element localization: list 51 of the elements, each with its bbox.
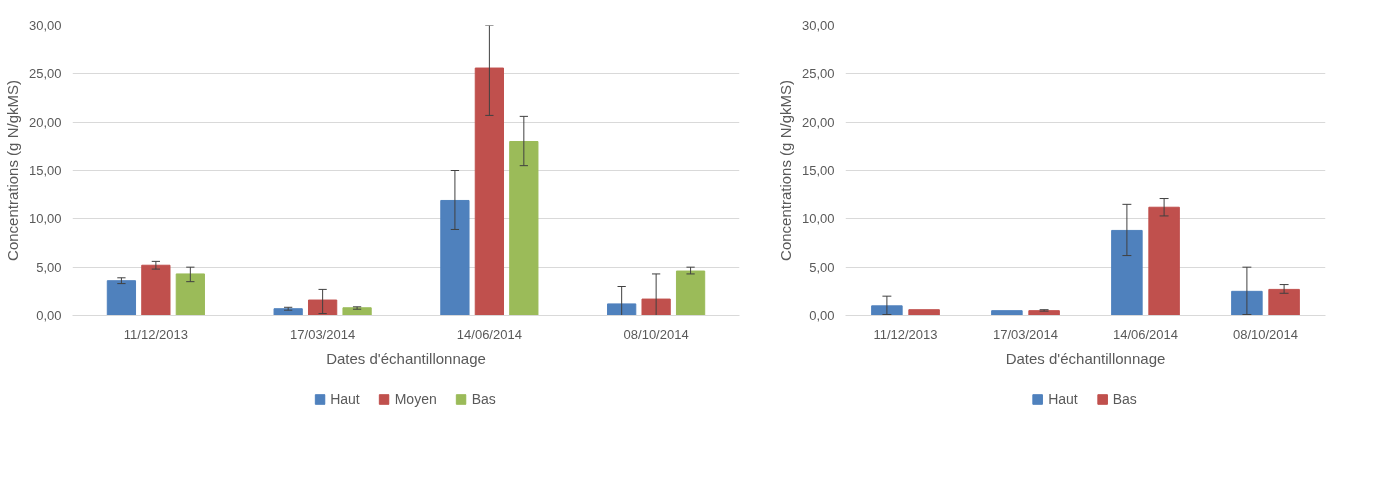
x-tick-label: 17/03/2014 [992, 326, 1059, 342]
x-axis-title: Dates d'échantillonnage [326, 349, 486, 367]
y-tick-label: 10,00 [28, 211, 62, 227]
y-axis-title: Concentrations (g N/gkMS) [3, 80, 21, 261]
x-tick-label: 08/10/2014 [623, 326, 689, 342]
y-tick-label: 20,00 [801, 114, 835, 130]
bar [308, 299, 338, 316]
x-tick-label: 17/03/2014 [290, 326, 356, 342]
x-tick-label: 11/12/2013 [123, 326, 188, 342]
x-tick-label: 08/10/2014 [1232, 326, 1299, 342]
y-tick-label: 15,00 [801, 163, 835, 178]
y-tick-label: 0,00 [36, 308, 62, 323]
legend-label: Bas [471, 391, 496, 407]
y-tick-label: 10,00 [801, 211, 835, 227]
y-tick-label: 30,00 [28, 18, 62, 33]
x-tick-label: 14/06/2014 [456, 326, 522, 342]
y-tick-label: 25,00 [28, 66, 62, 82]
bar [991, 310, 1023, 316]
x-tick-label: 11/12/2013 [873, 326, 938, 342]
bar [509, 141, 539, 316]
y-tick-label: 15,00 [28, 163, 62, 178]
bar [474, 67, 504, 316]
bar [1148, 206, 1180, 316]
bar [1111, 229, 1143, 316]
x-tick-label: 14/06/2014 [1112, 326, 1179, 342]
bar [342, 307, 372, 316]
bar [1268, 288, 1300, 316]
y-tick-label: 20,00 [28, 114, 62, 130]
x-axis-title: Dates d'échantillonnage [1005, 349, 1166, 367]
bar [141, 264, 171, 316]
y-tick-label: 5,00 [809, 259, 835, 275]
legend-label: Moyen [394, 391, 437, 407]
legend-label: Haut [330, 391, 360, 407]
bar [106, 280, 137, 316]
y-tick-label: 0,00 [809, 308, 835, 323]
legend-label: Haut [1048, 391, 1078, 407]
bar [273, 308, 303, 316]
bar [675, 270, 706, 316]
bar [175, 273, 205, 316]
bar [641, 298, 671, 316]
y-tick-label: 5,00 [36, 259, 62, 275]
bar [440, 199, 470, 316]
bar [871, 305, 903, 316]
legend-label: Bas [1112, 391, 1137, 407]
bar [1028, 310, 1060, 316]
bar [1231, 290, 1263, 316]
bar [607, 303, 637, 316]
y-tick-label: 25,00 [801, 66, 835, 82]
y-tick-label: 30,00 [801, 18, 835, 33]
bar [908, 309, 940, 316]
y-axis-title: Concentrations (g N/gkMS) [776, 80, 794, 261]
